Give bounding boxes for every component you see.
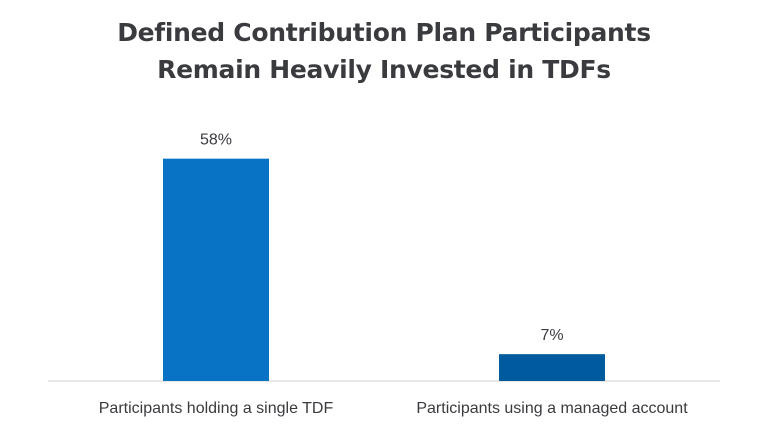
bar-value-label-2: 7% — [540, 327, 563, 344]
chart-title-line-1: Defined Contribution Plan Participants — [117, 18, 651, 47]
category-label-2: Participants using a managed account — [416, 400, 688, 417]
chart-title: Defined Contribution Plan Participants R… — [0, 14, 768, 88]
category-label-1: Participants holding a single TDF — [99, 400, 334, 417]
chart-title-line-2: Remain Heavily Invested in TDFs — [157, 55, 611, 84]
bar-1 — [163, 158, 269, 381]
bar-2 — [499, 354, 605, 381]
bar-value-label-1: 58% — [200, 132, 232, 149]
